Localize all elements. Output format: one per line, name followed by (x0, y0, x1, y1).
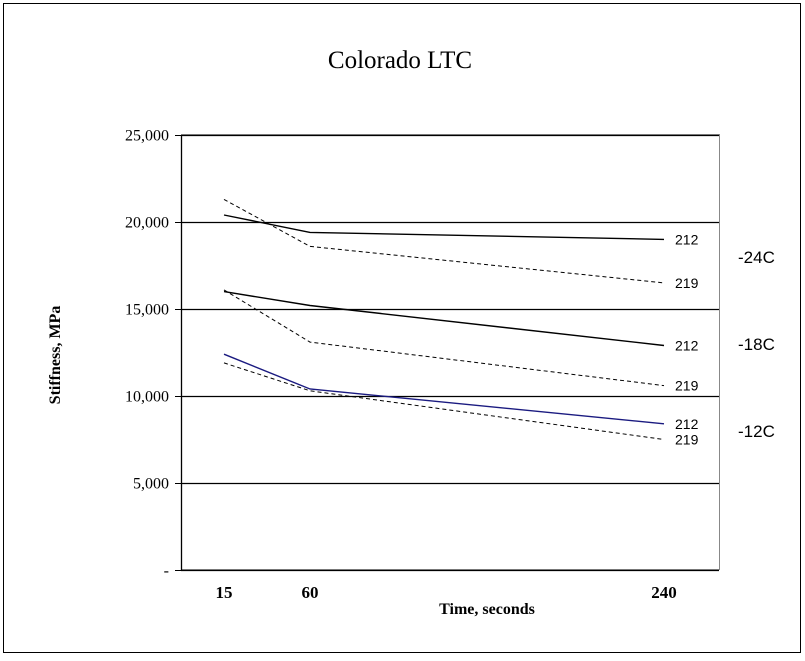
series-end-label: 219 (675, 432, 699, 448)
grid-lines (181, 134, 719, 485)
y-tick-label: 5,000 (133, 476, 169, 493)
y-tick-label: 20,000 (125, 215, 169, 232)
temperature-group-label: -18C (738, 335, 775, 354)
x-tick-label: 60 (302, 583, 319, 602)
x-tick-label: 15 (216, 583, 233, 602)
series-end-label: 212 (675, 338, 699, 354)
chart-title: Colorado LTC (328, 47, 472, 74)
series-lines (223, 198, 665, 440)
series-end-label: 219 (675, 378, 699, 394)
y-tick-label: 25,000 (125, 128, 169, 145)
series-end-label: 212 (675, 231, 699, 247)
x-axis-title: Time, seconds (439, 601, 535, 618)
temperature-group-label: -24C (738, 248, 775, 267)
series-line--18C-219 (223, 289, 665, 387)
y-tick-label: 10,000 (125, 389, 169, 406)
series-end-label: 219 (675, 275, 699, 291)
series-line--12C-219 (223, 362, 665, 440)
series-line--24C-212 (223, 214, 665, 241)
series-line--18C-212 (223, 290, 665, 347)
temperature-group-label: -12C (738, 422, 775, 441)
series-line--12C-212 (223, 353, 665, 425)
series-end-label: 212 (675, 416, 699, 432)
series-line--24C-219 (223, 198, 665, 284)
chart-frame (3, 3, 801, 653)
axes: - 5,000 10,000 15,000 20,000 25,000 15 60 240 (125, 128, 719, 602)
y-tick-label: 15,000 (125, 302, 169, 319)
x-tick-label: 240 (651, 583, 677, 602)
y-tick-label: - (164, 563, 169, 580)
y-axis-title: Stiffness, MPa (47, 306, 64, 405)
